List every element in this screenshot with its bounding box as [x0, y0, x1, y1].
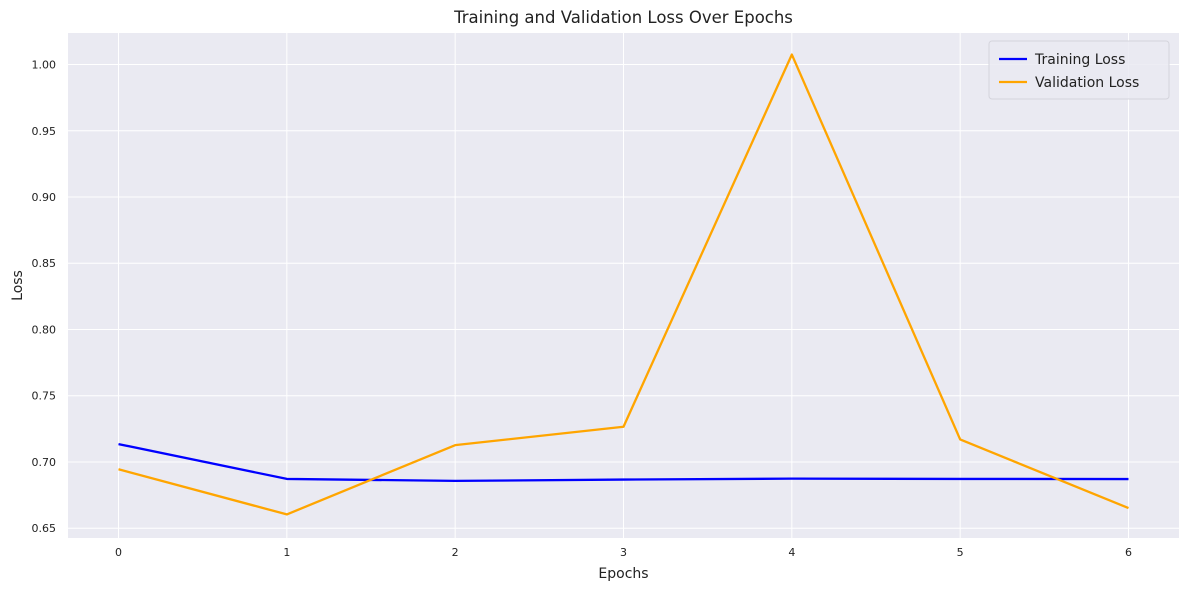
x-tick-label: 5	[957, 546, 964, 559]
x-tick-label: 6	[1125, 546, 1132, 559]
legend: Training Loss Validation Loss	[988, 40, 1170, 100]
x-tick-label: 3	[620, 546, 627, 559]
x-tick-label: 4	[788, 546, 795, 559]
y-axis-label: Loss	[10, 270, 26, 301]
y-tick-label: 0.70	[32, 456, 57, 469]
chart-title: Training and Validation Loss Over Epochs	[453, 8, 793, 27]
series-layer	[118, 53, 1129, 516]
y-tick-label: 0.65	[32, 522, 57, 535]
x-axis-label: Epochs	[598, 566, 648, 582]
grid-x	[118, 33, 1129, 538]
x-tick-labels: 0 1 2 3 4 5 6	[115, 546, 1132, 559]
x-tick-label: 0	[115, 546, 122, 559]
series-line-training	[118, 442, 1129, 483]
y-tick-label: 0.85	[32, 257, 57, 270]
legend-entry: Training Loss	[1034, 52, 1125, 68]
y-tick-label: 1.00	[32, 59, 57, 72]
legend-entry: Validation Loss	[1035, 75, 1139, 91]
y-tick-label: 0.90	[32, 191, 57, 204]
y-tick-label: 0.80	[32, 323, 57, 336]
y-tick-label: 0.75	[32, 390, 57, 403]
x-tick-label: 2	[452, 546, 459, 559]
legend-frame	[988, 40, 1170, 100]
grid-y	[68, 64, 1179, 529]
y-tick-label: 0.95	[32, 125, 57, 138]
series-line-validation	[118, 53, 1129, 516]
y-tick-labels: 0.65 0.70 0.75 0.80 0.85 0.90 0.95 1.00	[32, 59, 57, 536]
x-tick-label: 1	[283, 546, 290, 559]
